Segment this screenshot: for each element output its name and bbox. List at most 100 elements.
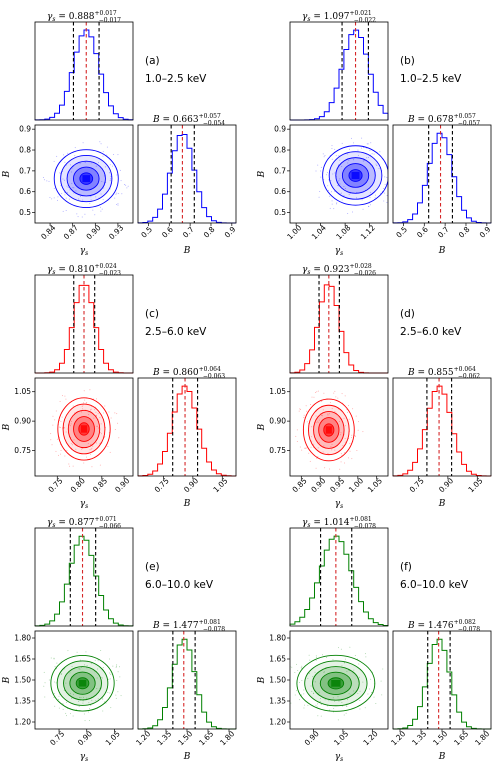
sample-point bbox=[48, 180, 50, 182]
sample-point bbox=[69, 692, 71, 694]
sample-point bbox=[79, 163, 81, 165]
sample-point bbox=[347, 212, 349, 214]
sample-point bbox=[351, 437, 353, 439]
sample-point bbox=[370, 692, 372, 694]
sample-point bbox=[332, 697, 334, 699]
x-tick-label: 1.80 bbox=[473, 729, 491, 747]
x-tick-label: 1.12 bbox=[359, 223, 377, 241]
x-axis-label-B: B bbox=[183, 246, 191, 256]
sample-point bbox=[353, 159, 355, 161]
sample-point bbox=[72, 715, 74, 717]
y-tick-label: 1.65 bbox=[14, 655, 31, 664]
sample-point bbox=[90, 162, 92, 164]
histogram-steps bbox=[137, 638, 237, 730]
x-tick-label: 0.9 bbox=[478, 225, 493, 240]
sample-point bbox=[317, 164, 319, 166]
sample-point bbox=[60, 420, 62, 422]
y-tick-label: 1.80 bbox=[14, 634, 31, 643]
sample-point bbox=[334, 390, 336, 392]
sample-point bbox=[100, 210, 102, 212]
sample-point bbox=[96, 677, 98, 679]
sample-point bbox=[313, 693, 315, 695]
sample-point bbox=[65, 702, 67, 704]
sample-point bbox=[362, 160, 364, 162]
sample-point bbox=[323, 178, 325, 180]
sample-point bbox=[313, 443, 315, 445]
sample-point bbox=[82, 447, 84, 449]
sample-point bbox=[50, 433, 52, 435]
x-tick-label: 0.7 bbox=[181, 225, 196, 240]
sample-point bbox=[53, 692, 55, 694]
sample-point bbox=[384, 176, 386, 178]
sample-point bbox=[93, 409, 95, 411]
sample-point bbox=[334, 700, 336, 702]
sample-point bbox=[368, 205, 370, 207]
sample-point bbox=[339, 178, 341, 180]
sample-point bbox=[110, 178, 112, 180]
sample-point bbox=[70, 421, 72, 423]
panel-frame bbox=[34, 124, 134, 224]
contour-line bbox=[318, 417, 340, 443]
sample-point bbox=[57, 699, 59, 701]
sample-point bbox=[331, 200, 333, 202]
sample-point bbox=[353, 690, 355, 692]
sample-point bbox=[306, 421, 308, 423]
sample-point bbox=[366, 157, 368, 159]
sample-point bbox=[303, 689, 305, 691]
x-tick-label: 1.20 bbox=[389, 729, 407, 747]
y-axis-label-B: B bbox=[257, 170, 267, 178]
sample-point bbox=[67, 186, 69, 188]
x-tick-label: 1.00 bbox=[347, 476, 365, 494]
sample-point bbox=[79, 696, 81, 698]
sample-point bbox=[115, 697, 117, 699]
sample-point bbox=[49, 196, 51, 198]
panel-frame bbox=[34, 527, 134, 627]
sample-point bbox=[85, 651, 87, 653]
sample-point bbox=[355, 415, 357, 417]
contour-line bbox=[62, 403, 106, 455]
x-tick-label: 0.7 bbox=[436, 225, 451, 240]
sample-point bbox=[343, 186, 345, 188]
x-tick-label: 0.87 bbox=[62, 223, 80, 241]
contour-line bbox=[78, 422, 90, 436]
sample-point bbox=[373, 153, 375, 155]
sample-point bbox=[80, 195, 82, 197]
sample-point bbox=[316, 706, 318, 708]
sample-point bbox=[327, 413, 329, 415]
sample-point bbox=[101, 181, 103, 183]
posterior-title: γs = 0.877+0.071 −0.066 bbox=[47, 516, 121, 530]
sample-point bbox=[330, 180, 332, 182]
x-tick-label: 0.85 bbox=[91, 476, 109, 494]
sample-point bbox=[63, 427, 65, 429]
x-tick-label: 0.90 bbox=[303, 729, 321, 747]
sample-point bbox=[317, 447, 319, 449]
sample-point bbox=[95, 414, 97, 416]
y-tick-label: 0.75 bbox=[269, 446, 286, 455]
sample-point bbox=[72, 186, 74, 188]
sample-point bbox=[396, 187, 397, 188]
y-tick-label: 0.75 bbox=[14, 446, 31, 455]
sample-point bbox=[97, 698, 99, 700]
sample-point bbox=[361, 199, 363, 201]
peak-density bbox=[351, 171, 360, 180]
peak-density bbox=[325, 426, 332, 434]
contour-line bbox=[67, 409, 101, 449]
histogram-steps bbox=[392, 638, 492, 730]
sample-point bbox=[110, 417, 112, 419]
sample-point bbox=[76, 651, 78, 653]
sample-point bbox=[320, 170, 322, 172]
sample-point bbox=[53, 160, 55, 162]
contour-line bbox=[69, 671, 96, 695]
sample-point bbox=[78, 668, 80, 670]
sample-point bbox=[374, 197, 376, 199]
contour-line bbox=[79, 172, 94, 185]
y-tick-label: 1.20 bbox=[269, 718, 286, 727]
energy-band-label: 1.0–2.5 keV bbox=[400, 73, 462, 85]
corner-plot-c: γs = 0.810+0.024 −0.023 B = 0.860+0.064 −0.… bbox=[2, 263, 237, 510]
sample-point bbox=[360, 147, 362, 149]
sample-point bbox=[51, 198, 53, 200]
sample-point bbox=[297, 669, 299, 671]
sample-point bbox=[66, 185, 68, 187]
sample-point bbox=[317, 456, 319, 458]
sample-point bbox=[53, 681, 55, 683]
